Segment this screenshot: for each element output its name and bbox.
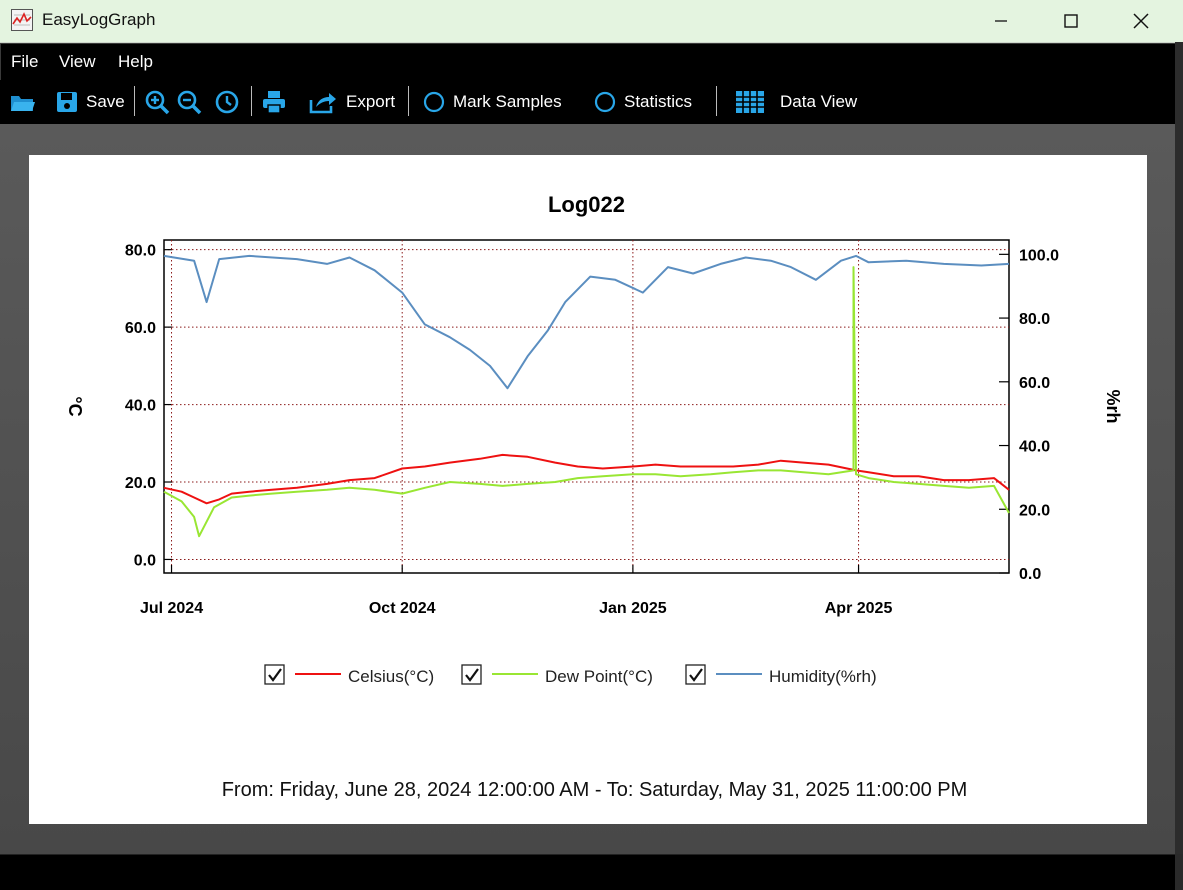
y-right-tick-label: 40.0 — [1019, 439, 1050, 456]
y-right-tick-label: 80.0 — [1019, 311, 1050, 328]
close-icon — [1133, 13, 1149, 29]
checkmark-icon — [268, 668, 282, 682]
series-line-humidity — [163, 254, 1010, 390]
minimize-icon — [995, 20, 1007, 22]
status-bar — [0, 854, 1175, 890]
save-label: Save — [86, 92, 125, 111]
app-logo-icon — [11, 9, 33, 31]
legend-checkbox — [685, 664, 706, 685]
y-left-tick-label: 0.0 — [134, 552, 156, 569]
toolbar-separator — [134, 86, 135, 116]
zoom-in-icon — [145, 90, 170, 115]
plot-area — [163, 239, 1010, 574]
x-tick-label: Jan 2025 — [599, 600, 667, 617]
save-button[interactable]: Save — [56, 90, 125, 114]
print-button[interactable] — [262, 90, 286, 114]
zoom-out-button[interactable] — [176, 90, 202, 115]
close-button[interactable] — [1118, 0, 1164, 42]
legend-checkbox — [461, 664, 482, 685]
legend-checkbox — [264, 664, 285, 685]
legend-label: Humidity(%rh) — [769, 667, 877, 686]
series-line-dew-point — [163, 266, 1010, 538]
open-folder-icon — [11, 96, 35, 111]
y-right-axis-label: %rh — [1103, 389, 1123, 423]
date-range-text: From: Friday, June 28, 2024 12:00:00 AM … — [221, 779, 968, 801]
chart-panel: Log022 0.0 20.0 40.0 60.0 80.0 0.0 20.0 40.0 60.0… — [29, 155, 1147, 824]
toolbar: Save Export — [0, 80, 1175, 124]
menu-help[interactable]: Help — [118, 52, 153, 71]
reset-zoom-button[interactable] — [215, 90, 239, 114]
maximize-button[interactable] — [1048, 0, 1094, 42]
mark-samples-button[interactable]: Mark Samples — [423, 90, 562, 114]
mark-samples-label: Mark Samples — [453, 92, 562, 111]
maximize-icon — [1064, 14, 1078, 28]
export-label: Export — [346, 92, 396, 111]
data-view-button[interactable]: Data View — [735, 90, 857, 114]
statistics-button[interactable]: Statistics — [594, 90, 692, 114]
zoom-in-button[interactable] — [144, 90, 170, 115]
y-left-tick-label: 80.0 — [125, 243, 156, 260]
y-right-tick-label: 60.0 — [1019, 375, 1050, 392]
title-bar: EasyLogGraph — [0, 0, 1183, 43]
y-right-tick-label: 0.0 — [1019, 566, 1041, 583]
y-left-tick-label: 60.0 — [125, 320, 156, 337]
printer-icon — [263, 91, 285, 114]
y-left-tick-label: 20.0 — [125, 475, 156, 492]
export-button[interactable]: Export — [309, 90, 395, 114]
data-view-label: Data View — [780, 92, 858, 111]
clock-icon — [215, 90, 239, 114]
zoom-out-icon — [177, 90, 202, 115]
chart-svg[interactable]: Log022 0.0 20.0 40.0 60.0 80.0 0.0 20.0 40.0 60.0… — [29, 155, 1147, 765]
export-arrow-icon — [309, 93, 336, 114]
window-title: EasyLogGraph — [42, 10, 156, 29]
menu-view[interactable]: View — [59, 52, 96, 71]
radio-circle-icon — [423, 91, 445, 113]
minimize-button[interactable] — [978, 0, 1024, 42]
x-tick-label: Oct 2024 — [369, 600, 436, 617]
toolbar-separator — [716, 86, 717, 116]
x-tick-label: Jul 2024 — [140, 600, 203, 617]
menu-bar: File View Help — [0, 43, 1177, 81]
checkmark-icon — [689, 668, 703, 682]
save-disk-icon — [57, 92, 77, 112]
radio-circle-icon — [594, 91, 616, 113]
grid-table-icon — [736, 91, 764, 113]
legend-label: Dew Point(°C) — [545, 667, 653, 686]
checkmark-icon — [465, 668, 479, 682]
menu-file[interactable]: File — [11, 52, 39, 71]
y-left-axis-label: °C — [65, 396, 85, 416]
y-left-tick-label: 40.0 — [125, 398, 156, 415]
open-button[interactable] — [10, 90, 36, 114]
series-line-celsius — [163, 453, 1010, 505]
statistics-label: Statistics — [624, 92, 693, 111]
toolbar-separator — [251, 86, 252, 116]
legend-label: Celsius(°C) — [348, 667, 434, 686]
y-right-tick-label: 20.0 — [1019, 502, 1050, 519]
x-tick-label: Apr 2025 — [825, 600, 893, 617]
window-border — [1175, 42, 1183, 854]
chart-title: Log022 — [548, 192, 625, 217]
y-right-tick-label: 100.0 — [1019, 247, 1059, 264]
toolbar-separator — [408, 86, 409, 116]
